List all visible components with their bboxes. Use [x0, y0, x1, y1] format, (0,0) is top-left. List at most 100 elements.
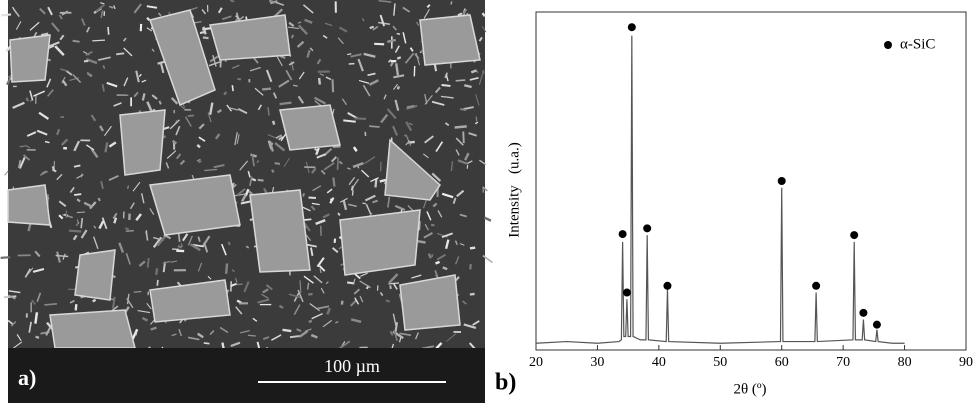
flake: [127, 185, 130, 190]
flake: [166, 150, 177, 159]
flake: [326, 188, 333, 194]
flake: [393, 83, 399, 90]
flake: [364, 194, 376, 202]
flake: [69, 186, 75, 193]
flake: [462, 300, 467, 305]
flake: [133, 91, 139, 98]
flake: [417, 240, 426, 244]
flake: [365, 203, 372, 215]
flake: [262, 336, 270, 340]
flake: [204, 168, 217, 172]
flake: [151, 94, 158, 100]
flake: [29, 21, 40, 31]
flake: [19, 145, 25, 148]
flake: [138, 260, 146, 267]
flake: [274, 142, 286, 152]
flake: [231, 85, 234, 92]
flake: [389, 330, 394, 336]
flake: [457, 12, 463, 17]
flake: [34, 250, 41, 258]
flake: [184, 116, 192, 127]
flake: [320, 169, 326, 175]
flake: [92, 298, 97, 303]
flake: [7, 319, 14, 325]
flake: [352, 178, 359, 187]
flake: [271, 334, 282, 341]
flake: [151, 48, 155, 53]
flake: [46, 78, 52, 88]
flake: [309, 303, 320, 312]
flake: [338, 246, 343, 250]
flake: [313, 96, 327, 105]
flake: [387, 196, 391, 208]
flake: [230, 341, 241, 348]
flake: [271, 120, 276, 125]
flake: [76, 174, 84, 179]
flake: [169, 119, 180, 130]
flake: [470, 69, 477, 74]
flake: [319, 268, 322, 274]
flake: [297, 289, 304, 303]
flake: [338, 160, 343, 165]
flake: [102, 65, 106, 69]
flake: [475, 93, 480, 106]
flake: [243, 281, 250, 293]
flake: [311, 312, 323, 320]
flake: [354, 297, 360, 305]
flake: [404, 52, 415, 64]
flake: [359, 280, 371, 289]
flake: [338, 340, 351, 350]
flake: [437, 210, 443, 218]
flake: [132, 181, 141, 192]
flake: [293, 292, 300, 302]
flake: [252, 317, 258, 322]
flake: [203, 242, 209, 253]
grain: [74, 249, 116, 301]
flake: [454, 125, 467, 129]
flake: [469, 76, 479, 81]
flake: [424, 135, 434, 144]
flake: [123, 47, 133, 57]
flake: [236, 188, 246, 197]
flake: [223, 91, 228, 96]
flake: [323, 162, 335, 171]
flake: [347, 53, 352, 56]
flake: [298, 71, 305, 80]
flake: [403, 134, 409, 139]
flake: [249, 176, 253, 187]
flake: [416, 21, 420, 26]
flake: [55, 254, 69, 258]
flake: [239, 330, 250, 334]
peak-marker: [618, 230, 627, 239]
flake: [214, 133, 221, 140]
flake: [385, 299, 391, 303]
flake: [207, 275, 212, 280]
flake: [282, 328, 292, 333]
flake: [431, 100, 445, 106]
flake: [434, 86, 441, 94]
flake: [245, 245, 250, 249]
flake: [187, 235, 193, 246]
flake: [389, 285, 392, 290]
flake: [44, 140, 50, 144]
flake: [196, 158, 201, 162]
flake: [7, 294, 16, 300]
grain: [7, 184, 51, 226]
flake: [146, 257, 150, 268]
flake: [135, 70, 140, 83]
flake: [44, 303, 58, 306]
flake: [137, 310, 151, 314]
flake: [68, 229, 82, 233]
flake: [308, 292, 313, 296]
flake: [288, 293, 302, 299]
flake: [179, 159, 186, 166]
flake: [427, 253, 432, 259]
flake: [361, 18, 365, 22]
flake: [22, 154, 31, 161]
flake: [338, 26, 348, 33]
flake: [306, 282, 310, 290]
flake: [257, 298, 270, 304]
flake: [393, 329, 398, 342]
sem-info-bar: [8, 348, 485, 403]
flake: [386, 108, 397, 120]
